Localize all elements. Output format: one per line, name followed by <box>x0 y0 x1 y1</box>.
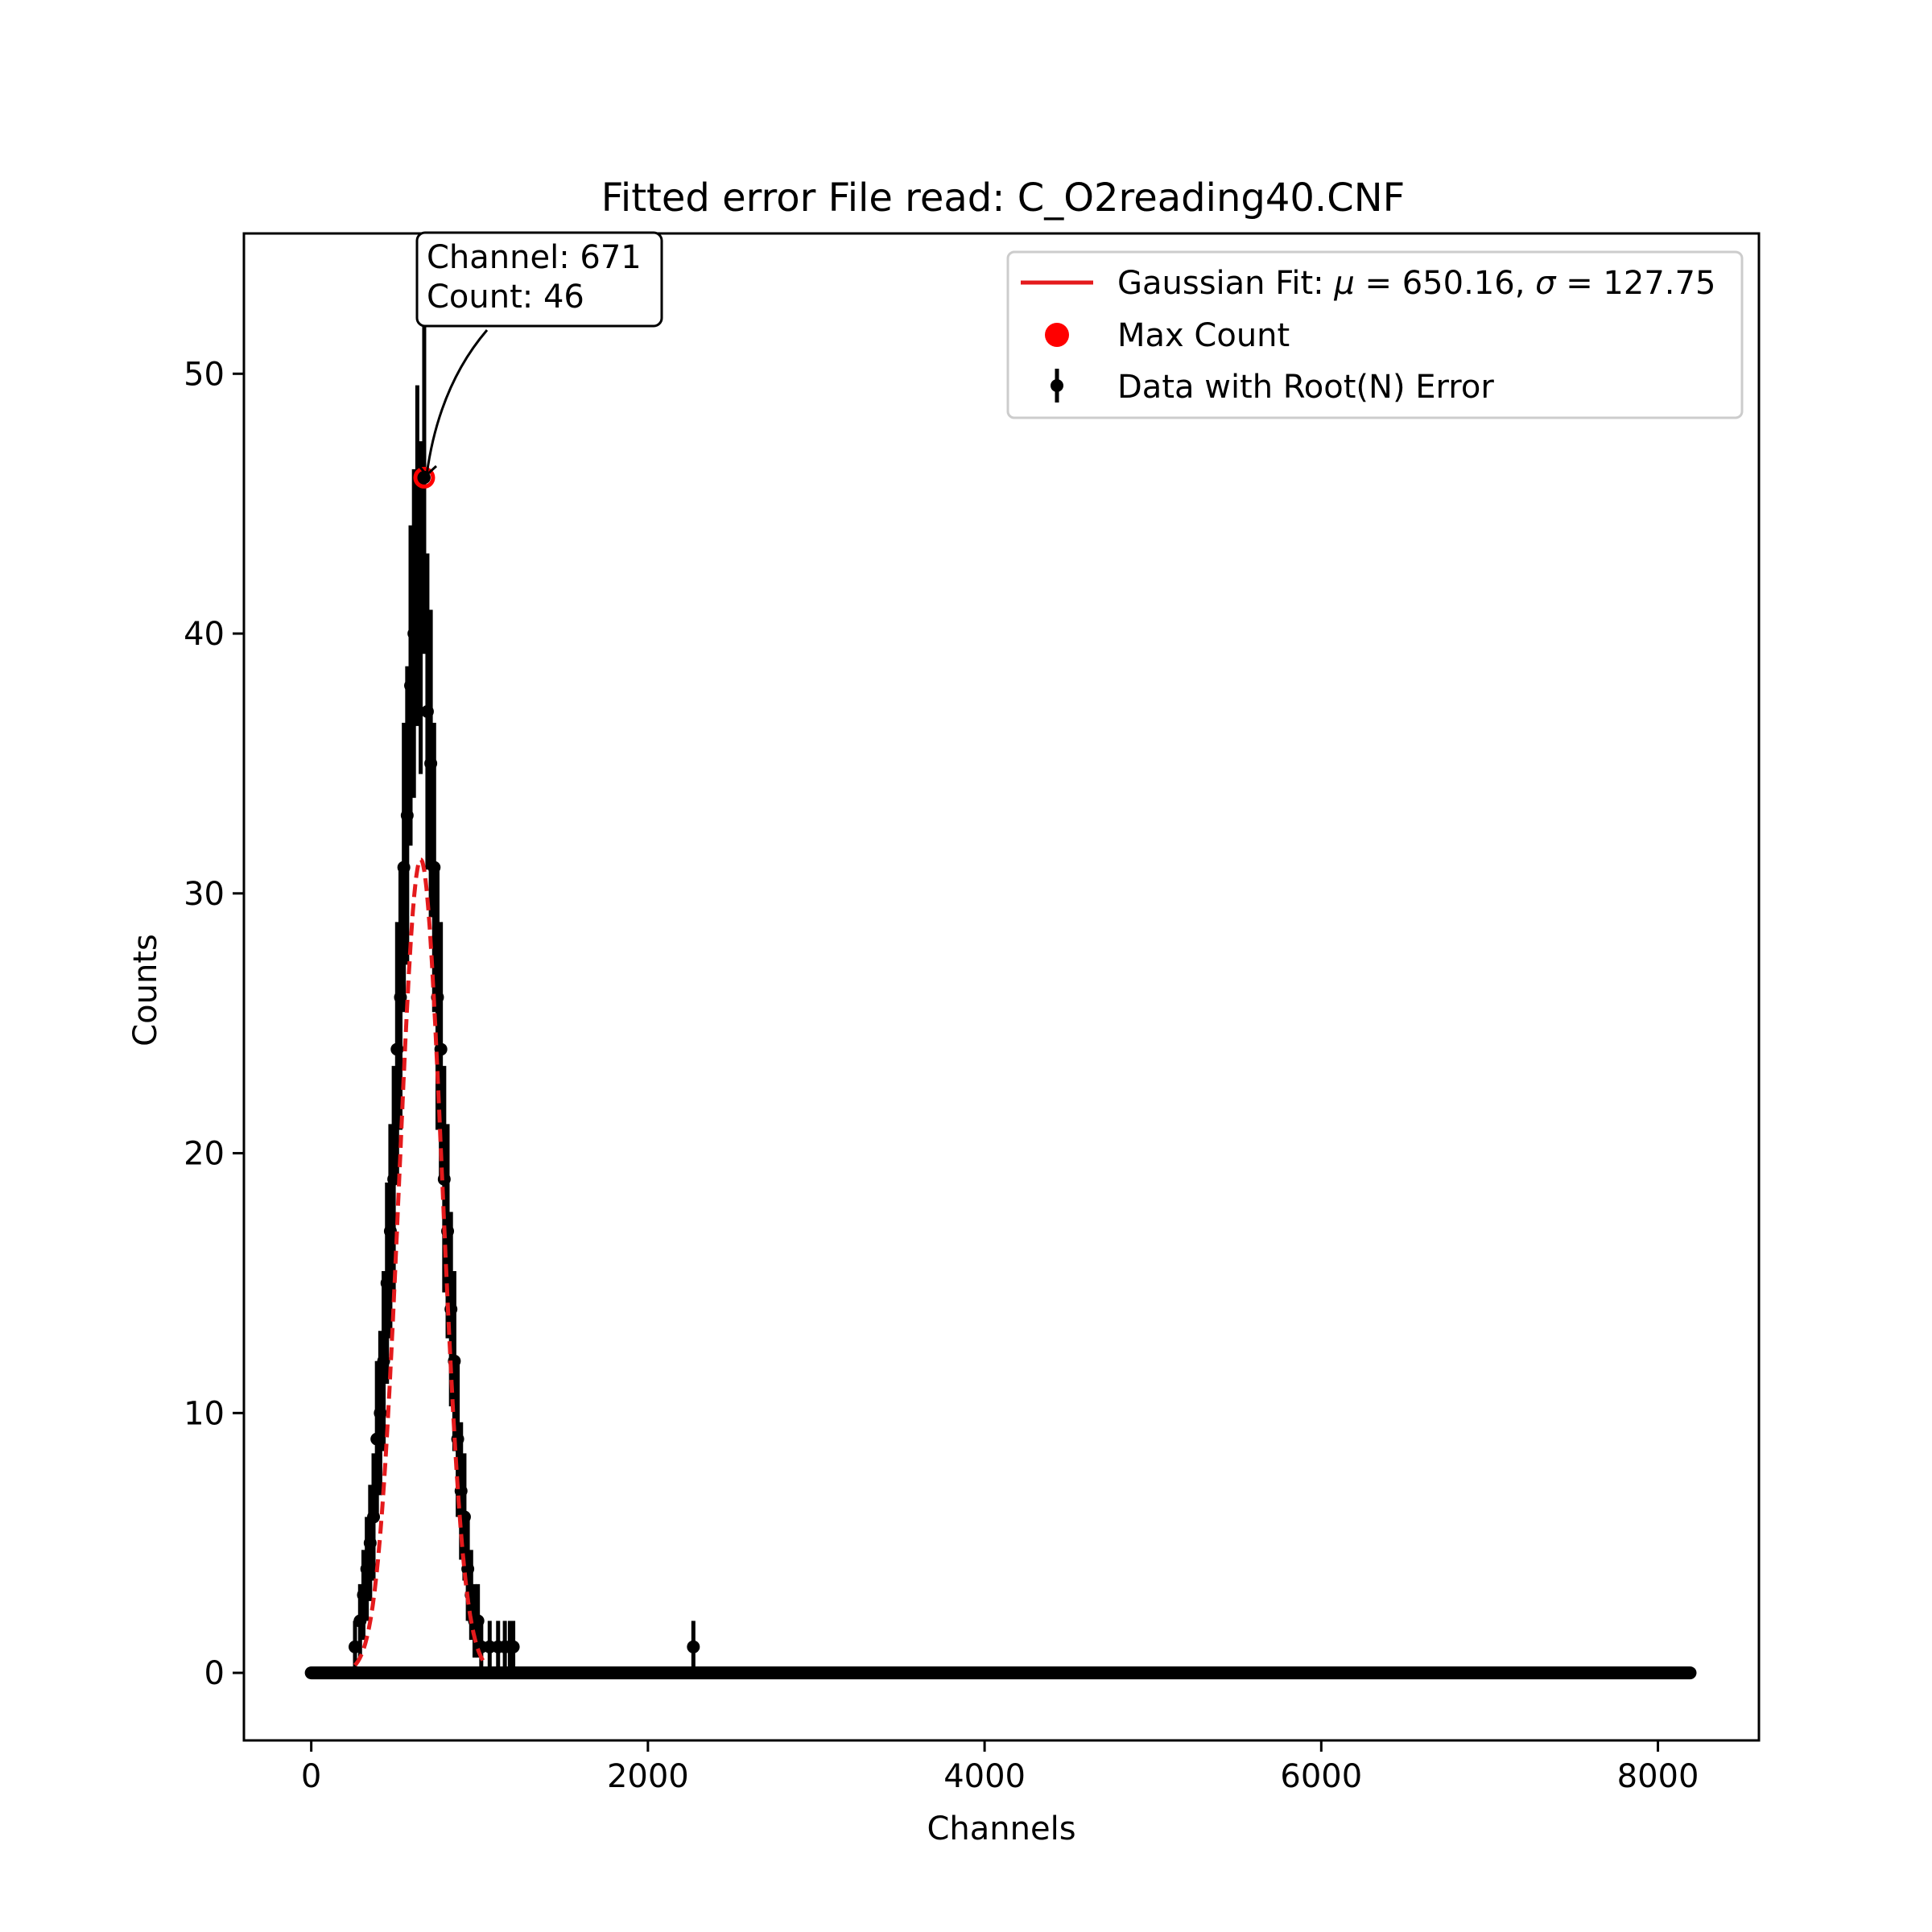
data-point <box>687 1640 700 1653</box>
data-point <box>400 808 414 822</box>
y-tick-label: 20 <box>184 1136 225 1173</box>
x-tick-label: 4000 <box>943 1758 1026 1795</box>
max-count-marker <box>413 466 436 489</box>
data-point <box>407 627 421 641</box>
data-point <box>414 601 427 614</box>
legend-data-label: Data with Root(N) Error <box>1117 369 1494 406</box>
y-tick-label: 0 <box>204 1655 225 1692</box>
data-point <box>411 549 424 563</box>
x-axis-label: Channels <box>927 1810 1075 1847</box>
data-point <box>424 757 438 770</box>
legend-errorbar-marker <box>1051 379 1063 392</box>
legend-max-marker <box>1045 323 1069 347</box>
x-axis: 0 2000 4000 6000 8000 <box>301 1740 1699 1795</box>
annotation-count: Count: 46 <box>427 279 584 316</box>
data-point <box>383 1224 397 1238</box>
annotation-box <box>415 231 663 328</box>
x-tick-label: 2000 <box>607 1758 689 1795</box>
data-point <box>387 1172 401 1186</box>
annotation-arrow-head <box>416 464 438 477</box>
data-point <box>370 1432 384 1446</box>
y-tick-label: 40 <box>184 616 225 653</box>
plot-area <box>304 301 1697 1680</box>
data-point <box>427 861 441 874</box>
y-axis: 0 10 20 30 40 50 <box>184 356 244 1692</box>
legend-fit-label: Gaussian Fit: μ = 650.16, σ = 127.75 <box>1117 265 1715 302</box>
legend-mu-symbol: μ <box>1333 265 1354 302</box>
x-tick-label: 8000 <box>1617 1758 1699 1795</box>
data-point <box>380 1276 394 1290</box>
axes-frame <box>242 232 1761 1742</box>
annotation-arrow <box>425 329 489 476</box>
data-point <box>420 704 434 718</box>
data-point <box>397 861 411 874</box>
data-point <box>471 1614 485 1628</box>
data-point <box>349 1640 362 1653</box>
legend: Gaussian Fit: μ = 650.16, σ = 127.75 Max… <box>1006 250 1744 419</box>
data-point <box>394 990 407 1004</box>
annotation-channel: Channel: 671 <box>427 239 642 276</box>
data-point <box>377 1354 390 1368</box>
data-point <box>437 1172 451 1186</box>
chart-title: Fitted error File read: C_O2reading40.CN… <box>601 175 1405 221</box>
data-point <box>357 1588 370 1602</box>
data-point <box>360 1562 374 1575</box>
y-tick-label: 50 <box>184 356 225 393</box>
legend-fit-prefix: Gaussian Fit: <box>1117 265 1334 302</box>
x-tick-label: 6000 <box>1280 1758 1362 1795</box>
data-point <box>404 679 418 692</box>
data-point <box>353 1614 367 1628</box>
legend-sigma-symbol: σ <box>1535 265 1557 302</box>
legend-sigma-value: = 127.75 <box>1555 265 1715 302</box>
y-tick-label: 10 <box>184 1395 225 1432</box>
data-point <box>363 1536 377 1550</box>
data-point <box>367 1510 381 1524</box>
legend-frame <box>1006 250 1744 419</box>
data-point <box>390 1042 404 1056</box>
legend-max-label: Max Count <box>1117 317 1290 354</box>
gaussian-fit-curve <box>353 857 489 1667</box>
y-tick-label: 30 <box>184 876 225 913</box>
data-point <box>506 1640 520 1653</box>
data-point <box>374 1406 387 1420</box>
x-tick-label: 0 <box>301 1758 321 1795</box>
y-axis-label: Counts <box>127 934 164 1046</box>
legend-mu-value: = 650.16, <box>1355 265 1535 302</box>
